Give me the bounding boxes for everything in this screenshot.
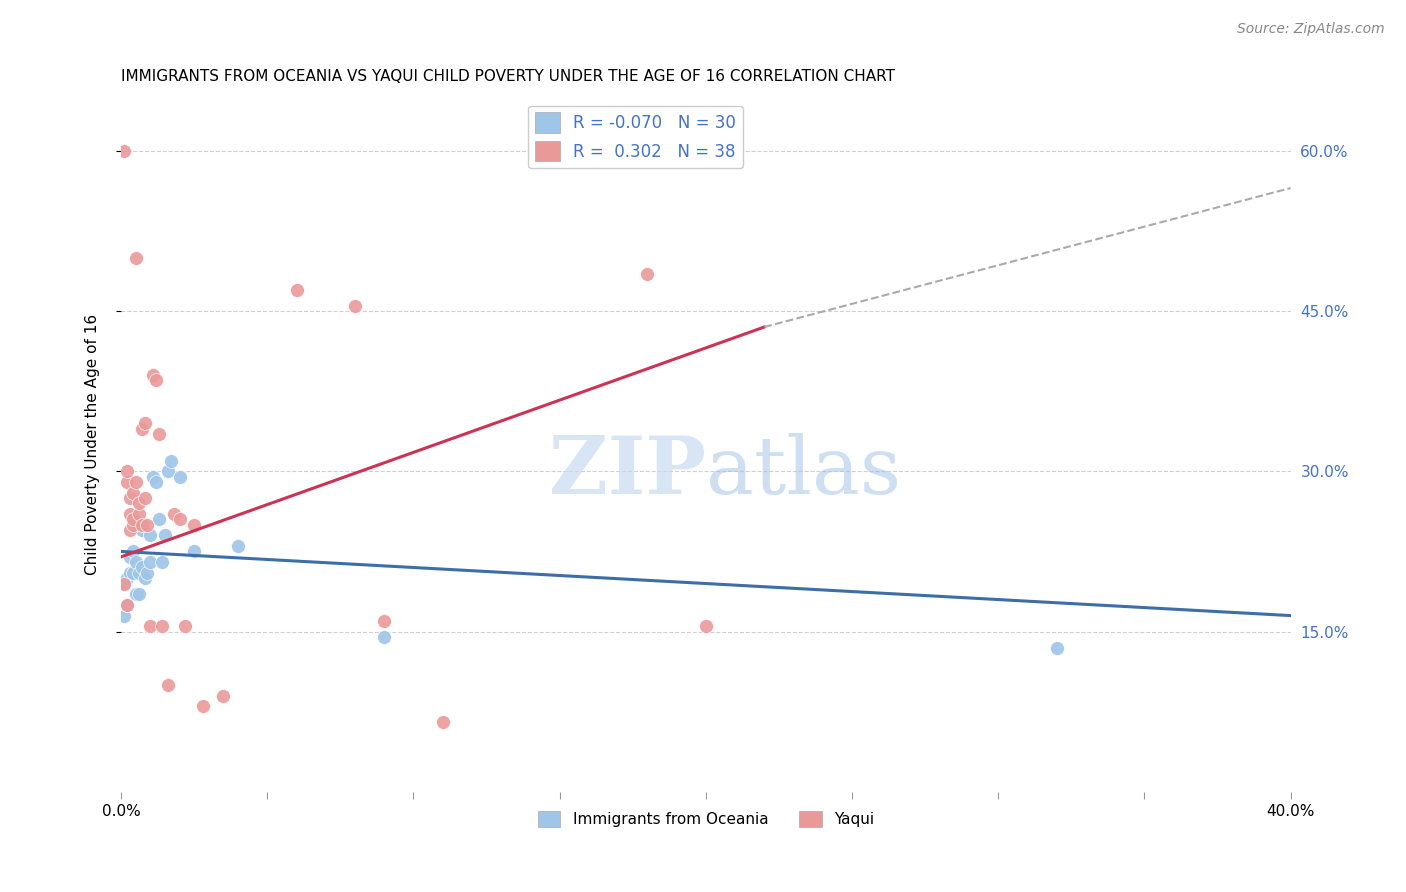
Point <box>285 283 308 297</box>
Point <box>183 517 205 532</box>
Point <box>131 517 153 532</box>
Point <box>226 539 249 553</box>
Point <box>131 523 153 537</box>
Point <box>139 555 162 569</box>
Point <box>118 491 141 505</box>
Point <box>118 566 141 580</box>
Point <box>148 512 170 526</box>
Point <box>128 507 150 521</box>
Point <box>125 475 148 489</box>
Point <box>115 571 138 585</box>
Point <box>191 699 214 714</box>
Point <box>150 555 173 569</box>
Point <box>145 374 167 388</box>
Point <box>212 689 235 703</box>
Point <box>128 566 150 580</box>
Point <box>115 475 138 489</box>
Point <box>115 598 138 612</box>
Point <box>131 560 153 574</box>
Point <box>134 416 156 430</box>
Text: ZIP: ZIP <box>548 434 706 511</box>
Point <box>118 507 141 521</box>
Point <box>121 517 143 532</box>
Point <box>695 619 717 633</box>
Y-axis label: Child Poverty Under the Age of 16: Child Poverty Under the Age of 16 <box>86 314 100 575</box>
Point <box>153 528 176 542</box>
Point <box>131 421 153 435</box>
Point <box>128 587 150 601</box>
Point <box>156 464 179 478</box>
Point <box>112 144 135 158</box>
Point <box>142 368 165 383</box>
Point <box>125 555 148 569</box>
Point <box>118 523 141 537</box>
Point <box>145 475 167 489</box>
Point <box>125 251 148 265</box>
Point <box>174 619 197 633</box>
Point <box>148 426 170 441</box>
Text: atlas: atlas <box>706 434 901 511</box>
Point <box>344 299 367 313</box>
Point <box>1046 640 1069 655</box>
Point <box>432 715 454 730</box>
Point <box>169 512 191 526</box>
Point <box>121 566 143 580</box>
Point <box>112 576 135 591</box>
Point <box>636 267 658 281</box>
Point <box>121 544 143 558</box>
Point <box>373 630 395 644</box>
Point <box>142 469 165 483</box>
Text: Source: ZipAtlas.com: Source: ZipAtlas.com <box>1237 22 1385 37</box>
Point <box>125 587 148 601</box>
Point <box>128 496 150 510</box>
Point <box>115 598 138 612</box>
Point <box>183 544 205 558</box>
Point <box>134 571 156 585</box>
Point <box>136 517 159 532</box>
Point <box>139 528 162 542</box>
Point <box>373 614 395 628</box>
Point <box>139 619 162 633</box>
Point <box>169 469 191 483</box>
Point <box>118 549 141 564</box>
Point <box>163 507 186 521</box>
Point <box>136 566 159 580</box>
Text: IMMIGRANTS FROM OCEANIA VS YAQUI CHILD POVERTY UNDER THE AGE OF 16 CORRELATION C: IMMIGRANTS FROM OCEANIA VS YAQUI CHILD P… <box>121 69 896 84</box>
Point <box>134 491 156 505</box>
Point <box>112 608 135 623</box>
Point <box>160 453 183 467</box>
Point <box>121 485 143 500</box>
Point <box>156 678 179 692</box>
Point <box>121 512 143 526</box>
Legend: Immigrants from Oceania, Yaqui: Immigrants from Oceania, Yaqui <box>531 805 880 833</box>
Point <box>112 576 135 591</box>
Point <box>150 619 173 633</box>
Point <box>115 464 138 478</box>
